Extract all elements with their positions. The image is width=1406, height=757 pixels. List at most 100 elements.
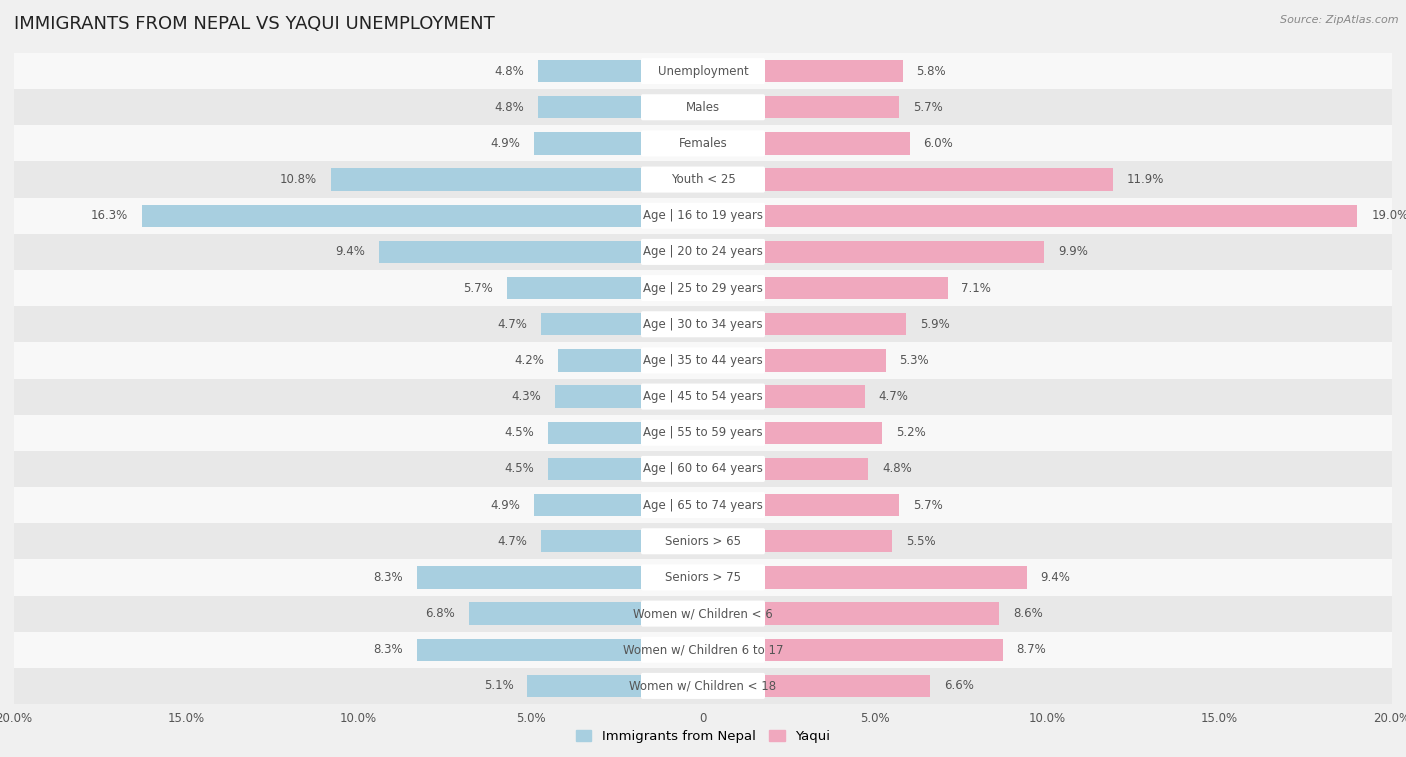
Bar — [703, 603, 1000, 625]
Bar — [703, 385, 865, 408]
Bar — [14, 487, 1392, 523]
Bar — [14, 378, 1392, 415]
Text: Source: ZipAtlas.com: Source: ZipAtlas.com — [1281, 15, 1399, 25]
FancyBboxPatch shape — [641, 347, 765, 373]
Text: 9.4%: 9.4% — [336, 245, 366, 258]
FancyBboxPatch shape — [641, 456, 765, 482]
Text: 5.7%: 5.7% — [463, 282, 494, 294]
Bar — [703, 494, 900, 516]
Bar — [468, 603, 703, 625]
Text: Age | 55 to 59 years: Age | 55 to 59 years — [643, 426, 763, 439]
Bar — [703, 458, 869, 480]
Text: 5.8%: 5.8% — [917, 64, 946, 77]
Text: 5.7%: 5.7% — [912, 499, 943, 512]
Text: 9.4%: 9.4% — [1040, 571, 1070, 584]
Text: 5.1%: 5.1% — [484, 680, 513, 693]
Text: 4.3%: 4.3% — [512, 390, 541, 403]
Bar — [703, 168, 1114, 191]
Text: 5.3%: 5.3% — [900, 354, 929, 367]
Text: Age | 35 to 44 years: Age | 35 to 44 years — [643, 354, 763, 367]
Bar — [541, 313, 703, 335]
Text: 8.3%: 8.3% — [374, 643, 404, 656]
Bar — [14, 198, 1392, 234]
FancyBboxPatch shape — [641, 528, 765, 554]
Text: 4.2%: 4.2% — [515, 354, 544, 367]
Bar — [14, 596, 1392, 631]
Bar — [330, 168, 703, 191]
FancyBboxPatch shape — [641, 167, 765, 192]
Text: IMMIGRANTS FROM NEPAL VS YAQUI UNEMPLOYMENT: IMMIGRANTS FROM NEPAL VS YAQUI UNEMPLOYM… — [14, 15, 495, 33]
Text: Age | 30 to 34 years: Age | 30 to 34 years — [643, 318, 763, 331]
Text: 5.9%: 5.9% — [920, 318, 950, 331]
Text: 16.3%: 16.3% — [90, 209, 128, 223]
Bar — [14, 89, 1392, 126]
Text: Females: Females — [679, 137, 727, 150]
Text: Youth < 25: Youth < 25 — [671, 173, 735, 186]
FancyBboxPatch shape — [641, 384, 765, 410]
Text: Seniors > 75: Seniors > 75 — [665, 571, 741, 584]
FancyBboxPatch shape — [641, 492, 765, 518]
Bar — [14, 53, 1392, 89]
Bar — [14, 523, 1392, 559]
Text: Age | 65 to 74 years: Age | 65 to 74 years — [643, 499, 763, 512]
Text: Unemployment: Unemployment — [658, 64, 748, 77]
Text: 4.8%: 4.8% — [494, 101, 524, 114]
Text: 10.8%: 10.8% — [280, 173, 318, 186]
Bar — [527, 674, 703, 697]
FancyBboxPatch shape — [641, 94, 765, 120]
FancyBboxPatch shape — [641, 275, 765, 301]
Bar — [703, 241, 1045, 263]
Bar — [14, 451, 1392, 487]
Bar — [537, 96, 703, 118]
Bar — [703, 566, 1026, 589]
Bar — [703, 530, 893, 553]
Bar — [558, 349, 703, 372]
Text: 6.8%: 6.8% — [425, 607, 456, 620]
Text: Women w/ Children < 18: Women w/ Children < 18 — [630, 680, 776, 693]
Bar — [14, 415, 1392, 451]
Bar — [537, 60, 703, 83]
Bar — [703, 674, 931, 697]
Bar — [14, 270, 1392, 306]
Text: 4.9%: 4.9% — [491, 499, 520, 512]
Text: Women w/ Children < 6: Women w/ Children < 6 — [633, 607, 773, 620]
Bar — [418, 639, 703, 661]
Text: 4.8%: 4.8% — [882, 463, 912, 475]
Bar — [703, 277, 948, 299]
Bar — [541, 530, 703, 553]
Bar — [703, 132, 910, 154]
Text: 11.9%: 11.9% — [1126, 173, 1164, 186]
Bar — [548, 458, 703, 480]
Bar — [14, 559, 1392, 596]
Text: 5.5%: 5.5% — [907, 534, 936, 548]
Text: 4.9%: 4.9% — [491, 137, 520, 150]
Legend: Immigrants from Nepal, Yaqui: Immigrants from Nepal, Yaqui — [575, 730, 831, 743]
Bar — [418, 566, 703, 589]
Bar — [703, 204, 1358, 227]
Text: 8.6%: 8.6% — [1012, 607, 1043, 620]
Text: Age | 25 to 29 years: Age | 25 to 29 years — [643, 282, 763, 294]
FancyBboxPatch shape — [641, 600, 765, 627]
Bar — [534, 132, 703, 154]
Text: 8.7%: 8.7% — [1017, 643, 1046, 656]
FancyBboxPatch shape — [641, 673, 765, 699]
Bar — [14, 126, 1392, 161]
Bar — [703, 422, 882, 444]
Text: 4.5%: 4.5% — [505, 463, 534, 475]
Text: 6.6%: 6.6% — [945, 680, 974, 693]
FancyBboxPatch shape — [641, 419, 765, 446]
Text: 4.7%: 4.7% — [879, 390, 908, 403]
Text: 4.5%: 4.5% — [505, 426, 534, 439]
Bar — [380, 241, 703, 263]
Text: 6.0%: 6.0% — [924, 137, 953, 150]
Text: Age | 60 to 64 years: Age | 60 to 64 years — [643, 463, 763, 475]
Bar — [14, 668, 1392, 704]
Bar — [703, 96, 900, 118]
Bar — [14, 234, 1392, 270]
Text: Age | 16 to 19 years: Age | 16 to 19 years — [643, 209, 763, 223]
Text: 5.2%: 5.2% — [896, 426, 925, 439]
Text: 9.9%: 9.9% — [1057, 245, 1088, 258]
Bar — [14, 306, 1392, 342]
FancyBboxPatch shape — [641, 565, 765, 590]
FancyBboxPatch shape — [641, 58, 765, 84]
